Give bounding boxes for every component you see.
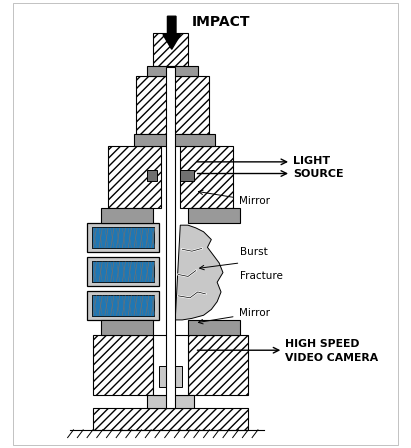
Bar [109, 146, 161, 208]
Text: SOURCE: SOURCE [293, 168, 344, 178]
Text: VIDEO CAMERA: VIDEO CAMERA [285, 353, 378, 363]
Bar [92, 227, 154, 249]
Bar [147, 66, 198, 76]
Bar [92, 295, 154, 316]
Bar [188, 208, 240, 223]
Bar [153, 335, 188, 395]
Bar [87, 223, 159, 252]
Text: Fracture: Fracture [240, 271, 283, 280]
Text: LIGHT: LIGHT [293, 156, 330, 166]
Bar [93, 335, 153, 395]
Bar [188, 320, 240, 335]
Text: IMPACT: IMPACT [192, 15, 250, 29]
Bar [87, 257, 159, 286]
Text: HIGH SPEED: HIGH SPEED [285, 340, 360, 349]
Bar [136, 76, 209, 134]
Bar [188, 335, 248, 395]
Text: Mirror: Mirror [199, 190, 270, 206]
Bar [147, 170, 157, 181]
Bar [87, 291, 159, 320]
Bar [180, 170, 194, 181]
Polygon shape [175, 225, 223, 320]
Text: Burst: Burst [240, 247, 268, 257]
Text: Mirror: Mirror [199, 308, 270, 324]
Bar [92, 227, 154, 249]
FancyArrow shape [163, 16, 180, 49]
Bar [147, 395, 194, 409]
Bar [92, 261, 154, 282]
Bar [134, 134, 215, 146]
Bar [159, 366, 182, 387]
Bar [153, 33, 188, 66]
Bar [93, 409, 248, 430]
Bar [101, 320, 153, 335]
Bar [92, 295, 154, 316]
Bar [180, 146, 233, 208]
Bar [92, 261, 154, 282]
Bar [166, 67, 175, 409]
Bar [101, 208, 153, 223]
